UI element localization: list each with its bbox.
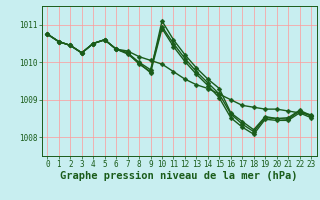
X-axis label: Graphe pression niveau de la mer (hPa): Graphe pression niveau de la mer (hPa) — [60, 171, 298, 181]
